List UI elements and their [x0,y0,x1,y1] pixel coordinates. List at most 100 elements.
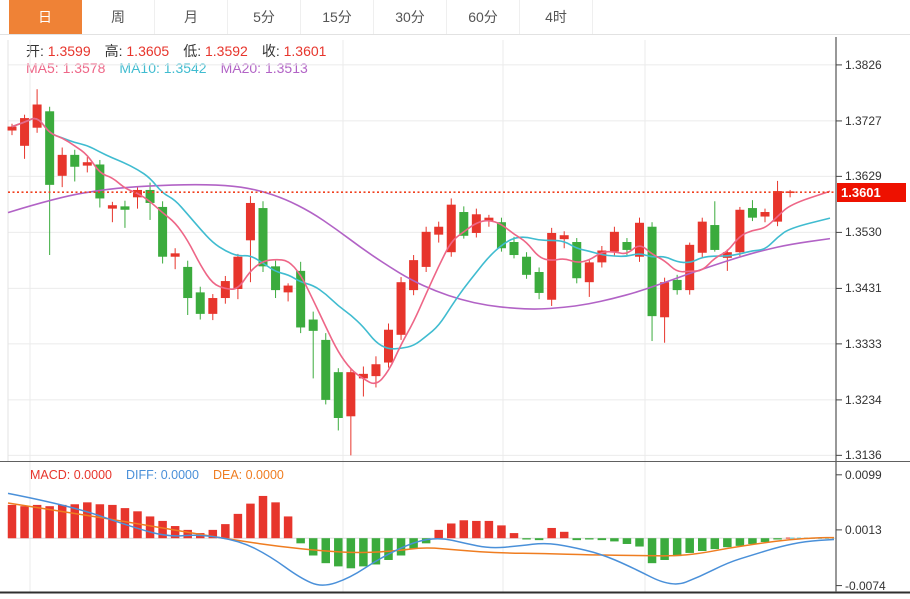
candle-body [208,298,218,314]
candle-body [308,319,318,331]
candle-body [233,256,243,289]
candle-body [547,232,557,300]
candlestick-chart-canvas[interactable] [0,35,910,599]
candle-body [685,244,695,291]
tab-timeframe-1[interactable]: 周 [82,0,155,34]
macdLegend-item-2: DEA: 0.0000 [212,468,284,482]
candle-body [534,272,544,293]
macd-hist-bar [296,538,305,544]
macd-hist-bar [20,506,29,539]
macd-hist-bar [221,524,230,539]
candle-body [82,162,92,166]
macd-hist-bar [509,533,519,539]
tab-timeframe-0[interactable]: 日 [9,0,82,34]
candle-body [559,235,569,240]
macd-hist-bar [271,502,280,539]
ma-legend: MA5: 1.3578 MA10: 1.3542 MA20: 1.3513 [26,60,322,76]
macd-hist-bar [283,516,293,539]
candle-body [522,256,532,275]
macd-hist-bar [83,502,92,539]
dea-line [7,502,835,557]
tab-timeframe-5[interactable]: 30分 [374,0,447,34]
macd-hist-bar [120,508,130,539]
tab-timeframe-4[interactable]: 15分 [301,0,374,34]
macd-hist-bar [384,538,393,560]
candle-body [647,226,657,317]
ohlcLegend-item-1: 高: 1.3605 [104,43,170,59]
macd-hist-bar [396,538,406,556]
candle-body [622,242,632,250]
candle-body [747,208,757,218]
main-axis-label: 1.3629 [845,169,882,184]
maLegend-item-1: MA10: 1.3542 [119,60,207,76]
candle-body [409,260,419,291]
candle-body [722,252,732,258]
macd-hist-bar [497,525,506,539]
candle-body [170,253,180,257]
macd-hist-bar [559,531,569,539]
candle-body [245,202,255,241]
tab-timeframe-3[interactable]: 5分 [228,0,301,34]
candle-body [635,222,644,257]
macd-hist-bar [522,538,531,540]
ohlcLegend-item-3: 收: 1.3601 [261,43,327,59]
candle-body [773,191,783,222]
candle-body [597,250,607,263]
candle-body [145,189,155,203]
timeframe-tabbar: 日周月 5分 15分 30分 60分 4时 [0,0,910,35]
candle-body [584,262,594,283]
tab-timeframe-7[interactable]: 4时 [520,0,593,34]
macd-hist-bar [434,529,443,539]
macd-hist-bar [710,538,720,550]
macd-hist-bar [484,520,494,539]
macd-hist-bar [57,504,67,539]
macd-hist-bar [723,538,732,548]
main-axis-label: 1.3530 [845,225,882,240]
sub-axis-label: -0.0074 [845,578,886,593]
candle-body [396,282,406,335]
macd-hist-bar [735,538,745,546]
macd-hist-bar [7,504,17,539]
macd-hist-bar [760,538,770,543]
candle-body [57,154,67,176]
macd-hist-bar [748,538,757,544]
candle-body [296,270,306,328]
tab-timeframe-6[interactable]: 60分 [447,0,520,34]
macd-hist-bar [597,538,607,541]
candle-body [20,118,30,146]
candle-body [95,164,105,199]
macd-hist-bar [698,538,707,552]
ohlcLegend-item-2: 低: 1.3592 [183,43,248,59]
macd-hist-bar [258,495,268,539]
candle-body [496,222,506,249]
macd-hist-bar [672,538,682,557]
macd-hist-bar [572,538,581,541]
macd-hist-bar [346,538,356,569]
candle-body [107,205,117,209]
main-axis-label: 1.3431 [845,281,882,296]
macd-hist-bar [170,526,180,539]
tab-timeframe-2[interactable]: 月 [155,0,228,34]
ma20-line [7,183,831,310]
maLegend-item-2: MA20: 1.3513 [220,60,308,76]
sub-axis-label: 0.0099 [845,467,882,482]
macd-hist-bar [133,511,142,539]
main-axis-label: 1.3136 [845,448,882,463]
macd-legend: MACD: 0.0000 DIFF: 0.0000 DEA: 0.0000 [30,468,298,482]
sub-axis-label: 0.0013 [845,522,882,537]
macd-hist-bar [585,538,594,540]
candle-body [572,242,582,279]
candle-body [183,266,193,299]
candle-body [258,208,268,267]
candle-body [158,206,168,257]
candle-body [710,225,720,250]
main-axis-label: 1.3826 [845,57,882,72]
macd-hist-bar [308,538,318,556]
main-axis-label: 1.3234 [845,392,882,407]
macd-hist-bar [145,516,155,539]
macd-hist-bar [108,504,117,539]
candle-body [735,209,745,253]
macd-hist-bar [158,520,167,539]
macd-hist-bar [647,538,657,564]
